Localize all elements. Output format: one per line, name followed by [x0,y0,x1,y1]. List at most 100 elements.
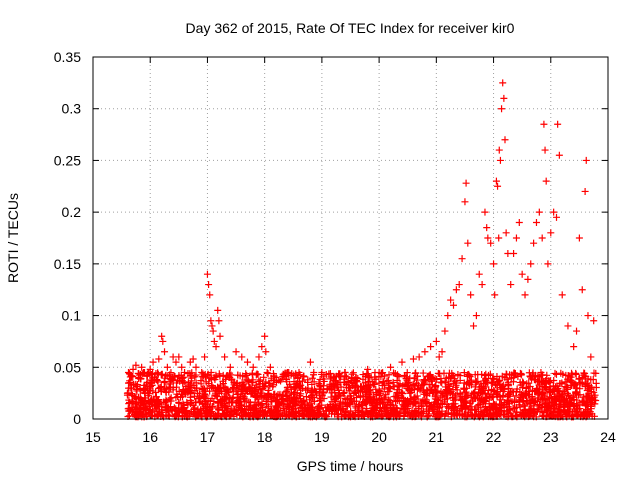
band-point [199,384,207,392]
band-point [411,399,419,407]
band-point [316,404,324,412]
band-point [395,373,403,381]
band-point [581,383,589,391]
band-point [149,387,157,395]
band-point [488,385,496,393]
band-point [286,404,294,412]
band-point [229,398,237,406]
band-point [215,370,223,378]
band-point [486,410,494,418]
band-point [222,375,230,383]
band-point [552,370,560,378]
band-point [507,412,515,420]
roti-point [447,296,455,304]
band-point [510,371,518,379]
band-point [414,395,422,403]
band-point [264,370,272,378]
band-point [484,371,492,379]
band-point [276,390,284,398]
roti-point [455,281,463,289]
band-point [430,398,438,406]
roti-point [499,79,507,87]
band-point [592,379,600,387]
band-point [296,378,304,386]
roti-point [206,291,214,299]
band-point [450,396,458,404]
band-point [421,388,429,396]
band-point [202,378,210,386]
band-point [384,376,392,384]
band-point [279,392,287,400]
band-point [338,410,346,418]
band-point [555,387,563,395]
y-tick-label: 0.3 [62,101,82,117]
band-point [160,398,168,406]
band-point [527,373,535,381]
roti-point [158,332,166,340]
roti-point [510,250,518,258]
band-point [451,377,459,385]
band-point [234,405,242,413]
roti-point [472,312,480,320]
roti-point [492,177,500,185]
roti-point [175,353,183,361]
band-point [475,408,483,416]
band-point [386,399,394,407]
band-point [372,404,380,412]
band-point [167,369,175,377]
band-point [234,371,242,379]
roti-point [435,353,443,361]
band-point [128,405,136,413]
band-point [260,408,268,416]
band-point [207,411,215,419]
band-point [289,405,297,413]
roti-point [216,332,224,340]
band-point [348,370,356,378]
band-point [151,407,159,415]
band-point [165,380,173,388]
band-point [131,394,139,402]
band-point [251,398,259,406]
band-point [317,396,325,404]
roti-point [398,358,406,366]
band-point [197,380,205,388]
band-point [577,408,585,416]
band-point [329,406,337,414]
band-point [550,386,558,394]
band-point [456,393,464,401]
roti-point [205,281,213,289]
roti-point [155,355,163,363]
band-point [200,393,208,401]
band-point [465,370,473,378]
roti-point [483,224,491,232]
band-point [310,371,318,379]
band-point [556,401,564,409]
band-point [359,393,367,401]
roti-point [329,374,337,382]
band-point [249,376,257,384]
band-point [308,374,316,382]
band-point [477,389,485,397]
band-point [362,409,370,417]
band-point [499,381,507,389]
band-point [179,407,187,415]
band-point [169,373,177,381]
roti-point [129,365,137,373]
roti-point [163,363,171,371]
band-point [412,400,420,408]
band-point [222,396,230,404]
band-point [532,398,540,405]
roti-point [532,218,540,226]
band-point [572,370,580,378]
band-point [133,398,141,406]
band-point [261,392,269,400]
band-point [243,371,251,379]
band-point [132,403,140,411]
y-tick-label: 0.35 [54,49,81,65]
band-point [304,378,312,386]
band-point [366,389,374,397]
roti-point [544,260,552,268]
band-point [347,407,355,415]
band-point [419,369,427,377]
